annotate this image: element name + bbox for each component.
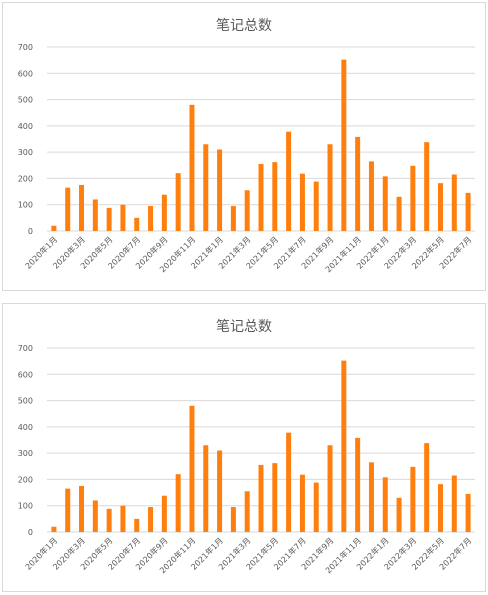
bar xyxy=(79,486,85,532)
y-tick-label: 500 xyxy=(18,397,33,406)
bars xyxy=(51,59,471,231)
x-tick-labels: 2020年1月2020年3月2020年5月2020年7月2020年9月2020年… xyxy=(23,535,474,575)
bar xyxy=(148,206,154,231)
bar xyxy=(355,437,361,532)
y-tick-label: 100 xyxy=(18,502,33,511)
y-tick-label: 600 xyxy=(18,370,33,379)
bar xyxy=(120,505,126,532)
bar xyxy=(106,508,112,532)
bar xyxy=(286,131,292,231)
bar xyxy=(437,183,443,231)
bar xyxy=(258,464,264,532)
bar xyxy=(148,507,154,532)
bar xyxy=(272,162,278,231)
bar xyxy=(465,192,471,231)
bar xyxy=(313,482,319,532)
y-tick-labels: 0 100 200 300 400 500 600 700 xyxy=(18,43,33,236)
bar xyxy=(327,144,333,231)
chart-panel-bottom: 笔记总数 0 100 200 300 400 500 600 700 2020年1月 2020年… xyxy=(2,303,486,592)
bar xyxy=(355,136,361,231)
bar xyxy=(92,500,98,532)
y-tick-label: 0 xyxy=(28,528,33,537)
bar xyxy=(382,176,388,231)
bar xyxy=(106,207,112,231)
bars xyxy=(51,360,471,532)
bar xyxy=(299,474,305,532)
y-tick-label: 400 xyxy=(18,423,33,432)
y-tick-label: 700 xyxy=(18,344,33,353)
bar xyxy=(65,488,71,532)
bar xyxy=(244,190,250,231)
bar xyxy=(396,497,402,532)
bar xyxy=(134,518,140,532)
bar xyxy=(382,477,388,532)
bar xyxy=(203,144,209,231)
bar xyxy=(230,507,236,532)
bar xyxy=(410,165,416,231)
bar xyxy=(189,104,195,231)
y-tick-label: 300 xyxy=(18,449,33,458)
bar xyxy=(437,484,443,532)
bar xyxy=(396,196,402,231)
bar xyxy=(217,149,223,231)
bar xyxy=(272,463,278,532)
bar xyxy=(230,206,236,231)
bar xyxy=(92,199,98,231)
bar xyxy=(51,225,57,231)
x-tick-labels: 2020年1月2020年3月2020年5月2020年7月2020年9月2020年… xyxy=(23,234,474,274)
chart-title: 笔记总数 xyxy=(216,18,272,34)
bar xyxy=(65,187,71,231)
bar xyxy=(341,360,347,532)
chart-panel-top: 笔记总数 0 100 200 300 400 500 600 700 2020年1月 2020年… xyxy=(2,2,486,291)
bar xyxy=(203,445,209,532)
bar xyxy=(424,142,430,231)
bar xyxy=(79,185,85,231)
y-tick-label: 0 xyxy=(28,227,33,236)
bar xyxy=(368,161,374,231)
bar xyxy=(120,204,126,231)
y-tick-label: 400 xyxy=(18,122,33,131)
bar xyxy=(465,493,471,532)
y-tick-label: 200 xyxy=(18,475,33,484)
bar xyxy=(299,173,305,231)
y-tick-label: 600 xyxy=(18,69,33,78)
chart-svg-bottom: 笔记总数 0 100 200 300 400 500 600 700 2020年1月2020年… xyxy=(18,319,475,575)
bar xyxy=(161,495,167,532)
bar xyxy=(175,173,181,231)
bar xyxy=(368,462,374,532)
y-tick-label: 200 xyxy=(18,174,33,183)
bar xyxy=(189,405,195,532)
bar xyxy=(51,526,57,532)
bar xyxy=(134,217,140,231)
bar xyxy=(286,432,292,532)
y-tick-label: 700 xyxy=(18,43,33,52)
y-tick-label: 300 xyxy=(18,148,33,157)
chart-title: 笔记总数 xyxy=(216,319,272,335)
bar xyxy=(341,59,347,231)
chart-svg-top: 笔记总数 0 100 200 300 400 500 600 700 2020年1月2020年… xyxy=(18,18,475,274)
bar xyxy=(244,491,250,532)
bar xyxy=(327,445,333,532)
bar xyxy=(313,181,319,231)
bar xyxy=(451,475,457,532)
y-tick-label: 500 xyxy=(18,96,33,105)
bar xyxy=(258,163,264,231)
bar xyxy=(424,443,430,532)
bar xyxy=(161,194,167,231)
y-tick-labels: 0 100 200 300 400 500 600 700 xyxy=(18,344,33,537)
y-tick-label: 100 xyxy=(18,201,33,210)
bar xyxy=(217,450,223,532)
bar xyxy=(451,174,457,231)
bar xyxy=(175,474,181,532)
bar xyxy=(410,466,416,532)
